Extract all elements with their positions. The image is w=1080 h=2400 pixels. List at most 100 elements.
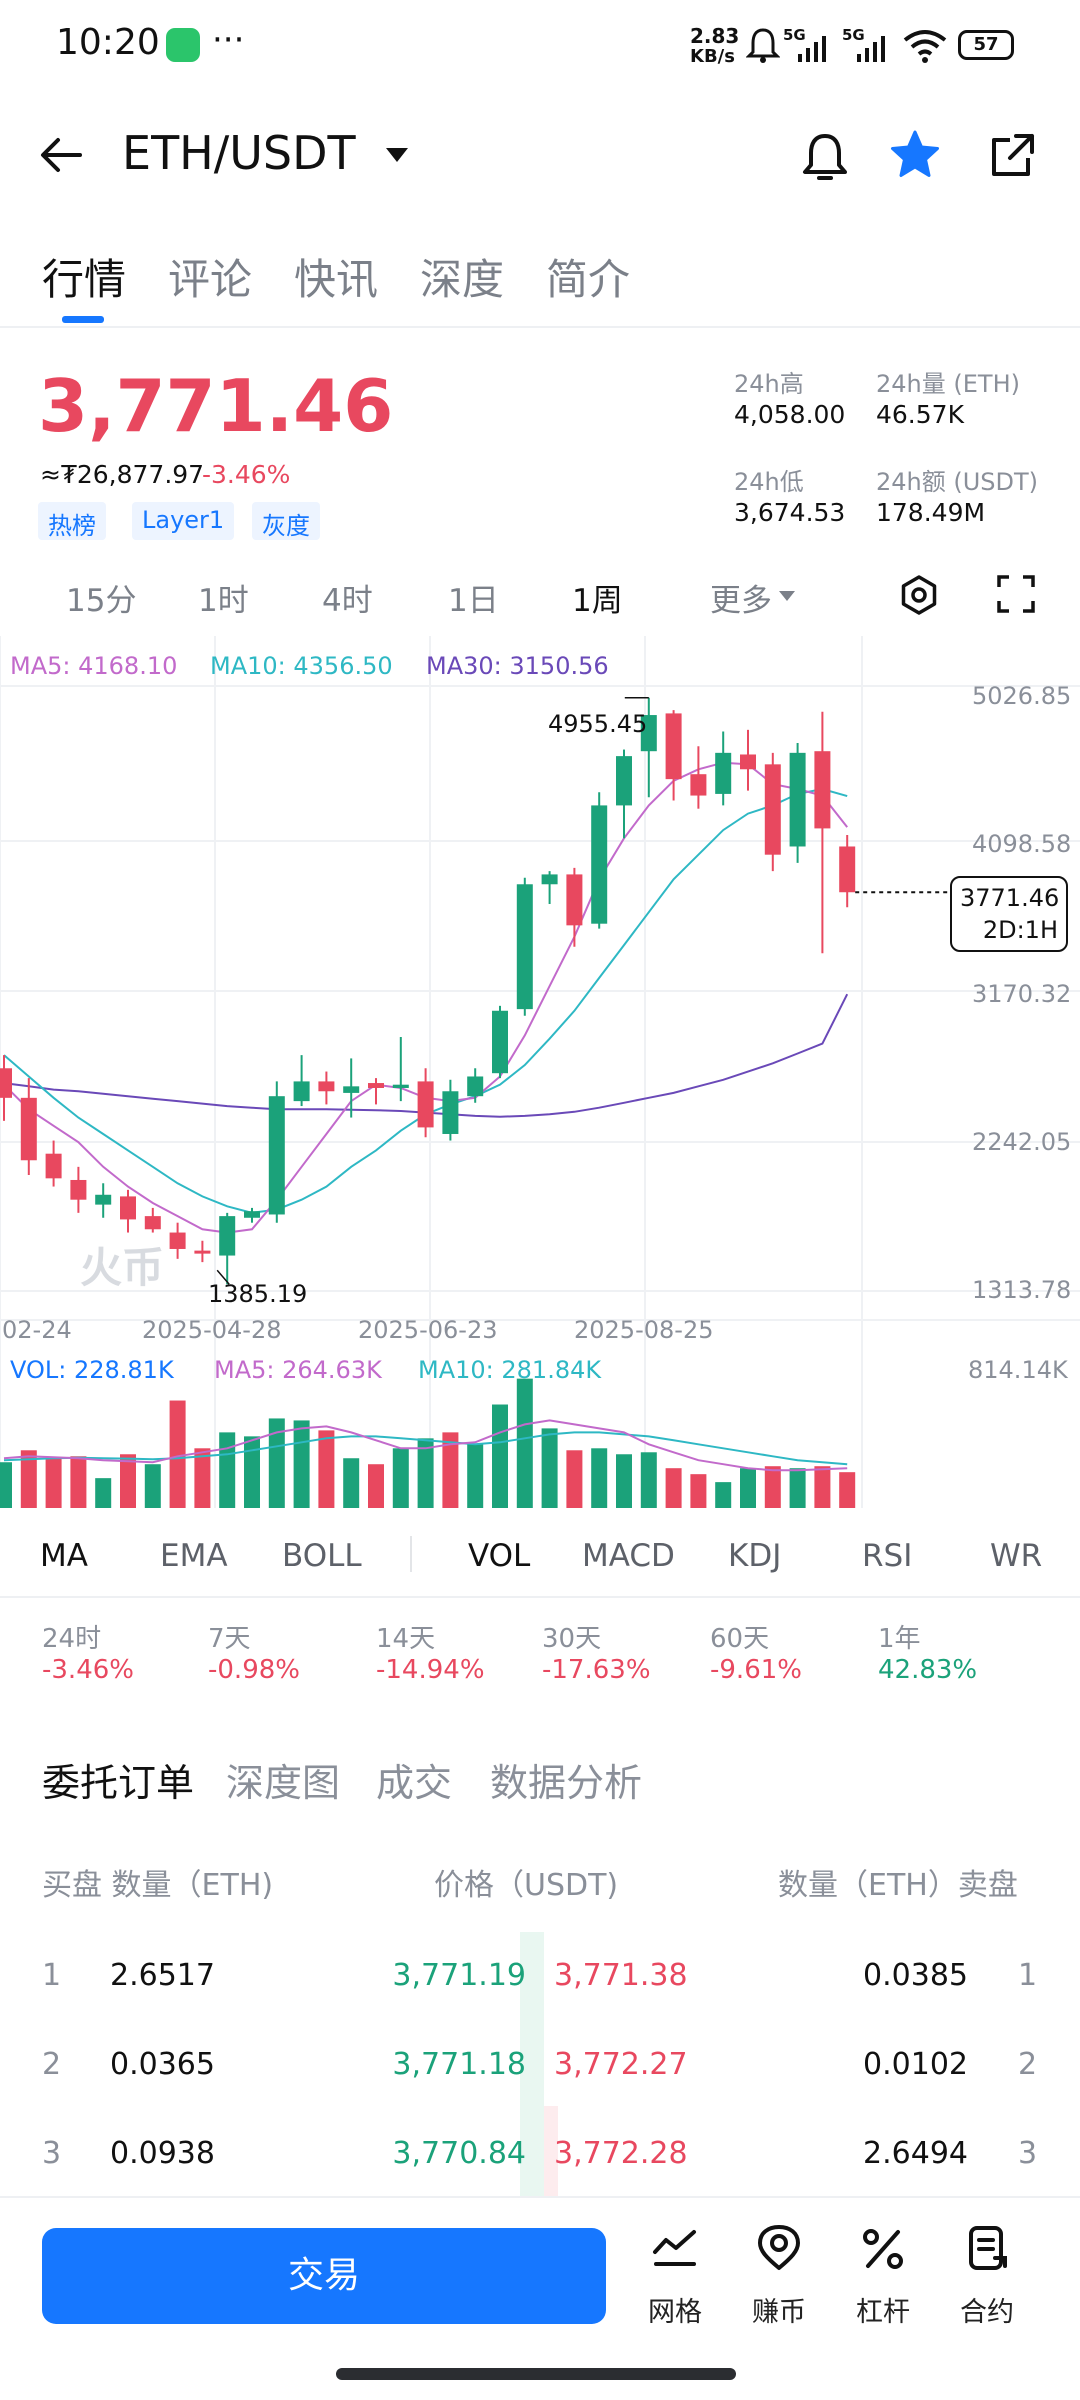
tab-comments[interactable]: 评论 — [168, 255, 253, 304]
subtab-analysis[interactable]: 数据分析 — [490, 1761, 643, 1805]
margin-percent-icon — [863, 2229, 903, 2269]
ask-quantity: 0.0385 — [863, 1958, 968, 1993]
subtab-orders[interactable]: 委托订单 — [42, 1761, 195, 1805]
indicator-kdj[interactable]: KDJ — [728, 1538, 782, 1574]
y-axis-label-4: 2242.05 — [972, 1128, 1072, 1156]
status-time: 10:20 — [56, 22, 160, 63]
indicator-wr[interactable]: WR — [990, 1538, 1043, 1574]
candle-body — [442, 1091, 459, 1134]
candle-body — [95, 1194, 112, 1205]
candle-body — [764, 764, 781, 855]
ask-price[interactable]: 3,772.28 — [554, 2136, 688, 2171]
volume-bar — [516, 1378, 533, 1508]
indicator-vol[interactable]: VOL — [468, 1538, 531, 1574]
change-label-60d: 60天 — [710, 1624, 770, 1654]
high-value: 4,058.00 — [734, 400, 846, 429]
watermark-logo: 火币 — [80, 1243, 165, 1292]
tab-intro[interactable]: 简介 — [546, 255, 631, 304]
subtab-trades[interactable]: 成交 — [376, 1761, 453, 1805]
tab-depth[interactable]: 深度 — [420, 255, 505, 304]
tf-more[interactable]: 更多 — [710, 583, 772, 619]
x-axis-label-1: 02-24 — [2, 1316, 72, 1344]
vol-max-label: 814.14K — [968, 1356, 1068, 1384]
alert-bell-icon[interactable] — [800, 130, 850, 184]
candle-body — [541, 874, 558, 885]
indicator-boll[interactable]: BOLL — [282, 1538, 362, 1574]
ask-depth-bar — [544, 2106, 558, 2198]
tf-15m[interactable]: 15分 — [66, 583, 137, 619]
change-value-24h: -3.46% — [42, 1655, 134, 1685]
tf-1h[interactable]: 1时 — [198, 583, 249, 619]
trade-button[interactable]: 交易 — [42, 2228, 606, 2324]
volume-bar — [392, 1448, 409, 1508]
ask-price[interactable]: 3,771.38 — [554, 1958, 688, 1993]
indicator-rsi[interactable]: RSI — [862, 1538, 913, 1574]
grid-chart-icon — [653, 2230, 696, 2266]
orderbook-row[interactable]: 3 0.0938 3,770.84 3,772.28 2.6494 3 — [0, 2116, 1080, 2196]
volume-bar — [343, 1458, 360, 1508]
volume-bar — [442, 1432, 459, 1508]
volume-bar — [70, 1456, 87, 1508]
nav-contract-label: 合约 — [960, 2297, 1014, 2328]
pair-dropdown-icon[interactable] — [384, 146, 410, 164]
vol-ma5-line — [3, 1419, 848, 1472]
signal-5g-label-2: 5G — [842, 26, 865, 44]
fullscreen-icon[interactable] — [996, 574, 1036, 614]
orderbook-row[interactable]: 2 0.0365 3,771.18 3,772.27 0.0102 2 — [0, 2027, 1080, 2107]
indicator-ema[interactable]: EMA — [160, 1538, 228, 1574]
tf-1d[interactable]: 1日 — [448, 583, 499, 619]
signal-5g-label-1: 5G — [783, 26, 806, 44]
change-label-14d: 14天 — [376, 1624, 436, 1654]
candle-body — [120, 1196, 136, 1220]
tf-4h[interactable]: 4时 — [322, 583, 373, 619]
volume-bar — [417, 1438, 434, 1508]
contract-doc-icon — [969, 2226, 1007, 2270]
change-label-7d: 7天 — [208, 1624, 251, 1654]
pair-title[interactable]: ETH/USDT — [122, 126, 356, 180]
indicator-macd[interactable]: MACD — [582, 1538, 675, 1574]
candle-body — [20, 1097, 37, 1161]
price-change: -3.46% — [202, 460, 291, 489]
volume-bar — [740, 1468, 756, 1508]
orderbook-row[interactable]: 1 2.6517 3,771.19 3,771.38 0.0385 1 — [0, 1938, 1080, 2018]
tag-layer1[interactable]: Layer1 — [132, 502, 235, 540]
nav-earn-label: 赚币 — [752, 2297, 806, 2328]
bid-price[interactable]: 3,771.19 — [392, 1958, 526, 1993]
candle-body — [268, 1096, 285, 1215]
bid-price[interactable]: 3,771.18 — [392, 2047, 526, 2082]
row-number-ask: 2 — [1018, 2047, 1038, 2082]
tab-market[interactable]: 行情 — [42, 255, 127, 304]
volume-bar — [268, 1418, 285, 1508]
tab-news[interactable]: 快讯 — [294, 255, 379, 304]
tag-grayscale[interactable]: 灰度 — [252, 502, 320, 540]
tf-1w[interactable]: 1周 — [572, 583, 623, 619]
divider — [0, 1596, 1080, 1598]
orderbook-ask-header: 数量（ETH）卖盘 — [778, 1868, 1018, 1903]
indicator-ma[interactable]: MA — [40, 1538, 88, 1574]
volume-bar — [20, 1450, 37, 1508]
signal-icon-2 — [857, 36, 885, 62]
net-speed-unit: KB/s — [690, 46, 735, 67]
chart-settings-icon[interactable] — [898, 574, 940, 616]
back-arrow-icon[interactable] — [36, 130, 86, 180]
ask-price[interactable]: 3,772.27 — [554, 2047, 688, 2082]
candlestick-chart[interactable] — [0, 636, 1080, 1516]
more-caret-icon[interactable] — [778, 590, 796, 602]
volume-bar — [45, 1458, 62, 1508]
share-icon[interactable] — [988, 130, 1038, 180]
high-label: 24h高 — [734, 370, 804, 398]
subtab-depth-chart[interactable]: 深度图 — [226, 1761, 341, 1805]
favorite-star-icon[interactable] — [888, 128, 942, 182]
tab-active-indicator — [62, 316, 104, 323]
volume-bar — [194, 1448, 211, 1508]
volume-bar — [492, 1404, 508, 1508]
vol-ma10-line — [3, 1431, 848, 1466]
tag-hot[interactable]: 热榜 — [38, 502, 106, 540]
volume-bar — [764, 1466, 781, 1508]
candle-body — [368, 1083, 384, 1088]
candle-body — [715, 752, 732, 794]
last-price: 3,771.46 — [38, 364, 394, 448]
bid-price[interactable]: 3,770.84 — [392, 2136, 526, 2171]
orderbook-price-header: 价格（USDT) — [434, 1868, 619, 1903]
current-price-tag[interactable]: 3771.46 2D:1H — [950, 876, 1068, 952]
